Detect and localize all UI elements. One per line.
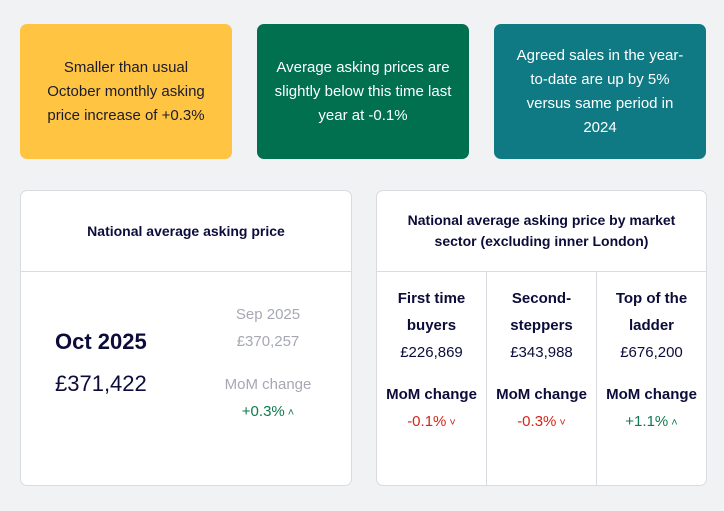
sector-price: £676,200 [620, 344, 683, 361]
mom-change: +1.1% ˄ [597, 408, 706, 437]
chevron-up-icon: ˄ [671, 417, 678, 429]
sector-name: Top of the ladder [615, 290, 688, 334]
highlight-card-annual: Average asking prices are slightly below… [257, 24, 469, 159]
mom-change: -0.3% ˅ [487, 408, 596, 437]
mom-label: MoM change [496, 386, 587, 403]
highlight-card-agreed-sales: Agreed sales in the year-to-date are up … [494, 24, 706, 159]
mom-change: -0.1% ˅ [377, 408, 486, 437]
sector-column-second-steppers: Second-steppers £343,988 MoM change -0.3… [487, 272, 597, 485]
sector-price: £226,869 [400, 344, 463, 361]
mom-label: MoM change [386, 386, 477, 403]
chevron-up-icon: ˄ [287, 407, 295, 419]
previous-month: Sep 2025 [235, 306, 301, 323]
mom-value: +1.1% [625, 413, 669, 430]
highlight-text: Smaller than usual October monthly askin… [47, 58, 205, 124]
sector-price: £343,988 [510, 344, 573, 361]
mom-label: MoM change [606, 386, 697, 403]
highlight-card-asking-price: Smaller than usual October monthly askin… [20, 24, 232, 159]
mom-value: -0.3% [517, 413, 557, 430]
market-sector-panel: National average asking price by market … [376, 190, 707, 486]
highlight-text: Agreed sales in the year-to-date are up … [516, 46, 684, 136]
panel-title: National average asking price [21, 191, 351, 272]
chevron-down-icon: ˅ [559, 417, 566, 429]
sector-name: First time buyers [397, 290, 466, 334]
national-average-panel: National average asking price Oct 2025 £… [20, 190, 352, 486]
previous-price: £370,257 [236, 333, 300, 350]
highlight-text: Average asking prices are slightly below… [274, 58, 452, 124]
sector-column-first-time-buyers: First time buyers £226,869 MoM change -0… [377, 272, 487, 485]
panel-title: National average asking price by market … [377, 191, 706, 272]
mom-value: +0.3% [241, 403, 285, 420]
mom-value: -0.1% [407, 413, 447, 430]
mom-label: MoM change [224, 376, 312, 393]
mom-change: +0.3% ˄ [208, 403, 328, 420]
current-month: Oct 2025 [55, 329, 147, 354]
chevron-down-icon: ˅ [449, 417, 456, 429]
sector-column-top-of-ladder: Top of the ladder £676,200 MoM change +1… [597, 272, 706, 485]
sector-name: Second-steppers [510, 290, 573, 334]
current-price: £371,422 [55, 371, 147, 396]
